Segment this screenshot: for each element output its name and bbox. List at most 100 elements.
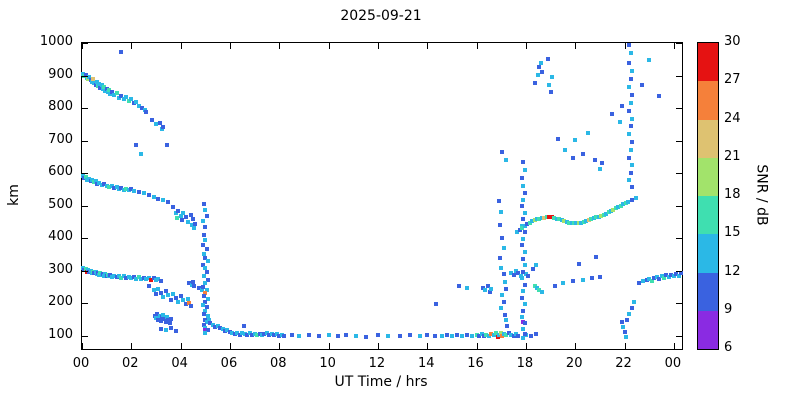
data-point [622, 330, 627, 335]
data-point [99, 182, 104, 187]
data-point [203, 291, 208, 295]
data-point [629, 184, 634, 189]
data-point [126, 274, 131, 279]
data-point [547, 82, 552, 87]
tick-mark [82, 343, 83, 349]
colorbar-tick-label: 12 [724, 263, 741, 279]
data-point [570, 279, 575, 284]
data-point [500, 150, 505, 155]
data-point [190, 280, 195, 285]
data-point [126, 188, 131, 193]
data-point [87, 176, 92, 181]
data-point [136, 275, 141, 280]
data-point [504, 158, 509, 163]
data-point [230, 331, 235, 336]
colorbar-tick-label: 21 [724, 148, 741, 164]
data-point [521, 326, 526, 331]
data-point [158, 291, 163, 295]
data-point [161, 124, 166, 129]
data-point [576, 221, 581, 226]
data-point [161, 312, 166, 317]
data-point [157, 120, 162, 125]
data-point [156, 276, 161, 281]
data-point [573, 138, 578, 142]
x-tick-label: 14 [417, 356, 435, 371]
data-point [188, 304, 193, 309]
data-point [534, 217, 539, 222]
data-point [202, 323, 207, 328]
data-point [610, 111, 615, 116]
data-point [606, 210, 611, 215]
data-point [94, 181, 99, 186]
data-point [669, 272, 674, 277]
data-point [203, 266, 208, 271]
data-point [520, 176, 525, 181]
data-point [425, 333, 430, 337]
data-point [537, 65, 542, 70]
data-point [134, 142, 139, 147]
data-point [151, 194, 156, 199]
data-point [336, 334, 341, 339]
x-tick-label: 02 [122, 356, 139, 371]
data-point [121, 187, 126, 192]
data-point [600, 160, 605, 165]
data-point [114, 91, 119, 96]
data-point [252, 331, 257, 336]
tick-mark [525, 43, 527, 49]
data-point [440, 333, 445, 338]
data-point [144, 110, 149, 114]
data-point [629, 163, 634, 168]
data-point [486, 333, 491, 338]
data-point [521, 184, 526, 189]
data-point [142, 107, 147, 112]
data-point [134, 99, 139, 104]
data-point [272, 333, 277, 338]
tick-mark [82, 238, 88, 240]
data-point [627, 108, 632, 113]
y-tick-label: 100 [48, 326, 73, 342]
data-point [141, 191, 146, 196]
colorbar-band [698, 119, 718, 158]
data-point [203, 331, 208, 336]
data-point [504, 333, 509, 338]
data-point [316, 333, 321, 338]
data-point [112, 273, 117, 278]
data-point [489, 287, 494, 292]
x-tick-label: 22 [615, 356, 632, 371]
data-point [620, 104, 625, 109]
data-point [522, 167, 527, 172]
data-point [597, 274, 602, 279]
data-point [505, 323, 510, 328]
data-point [627, 60, 632, 65]
colorbar-label-wrap: SNR / dB [750, 42, 774, 348]
data-point [481, 333, 486, 338]
data-point [548, 90, 553, 95]
data-point [119, 50, 124, 55]
colorbar-band [698, 310, 718, 349]
data-point [204, 320, 209, 325]
data-point [522, 263, 527, 267]
data-point [504, 318, 509, 323]
data-point [534, 286, 539, 291]
tick-mark [427, 343, 429, 349]
data-point [168, 316, 173, 321]
data-point [596, 214, 601, 219]
data-point [200, 285, 205, 290]
data-point [146, 276, 151, 281]
data-point [232, 332, 237, 337]
data-point [533, 263, 538, 267]
data-point [203, 317, 208, 322]
x-tick-label: 08 [270, 356, 287, 371]
data-point [163, 328, 168, 333]
data-point [469, 333, 474, 338]
data-point [623, 335, 628, 340]
data-point [664, 273, 669, 278]
tick-mark [575, 343, 577, 349]
data-point [597, 167, 602, 172]
data-point [237, 332, 242, 337]
data-point [375, 333, 380, 338]
colorbar-tick-label: 30 [724, 34, 741, 49]
data-point [464, 332, 469, 337]
tick-mark [82, 335, 88, 337]
